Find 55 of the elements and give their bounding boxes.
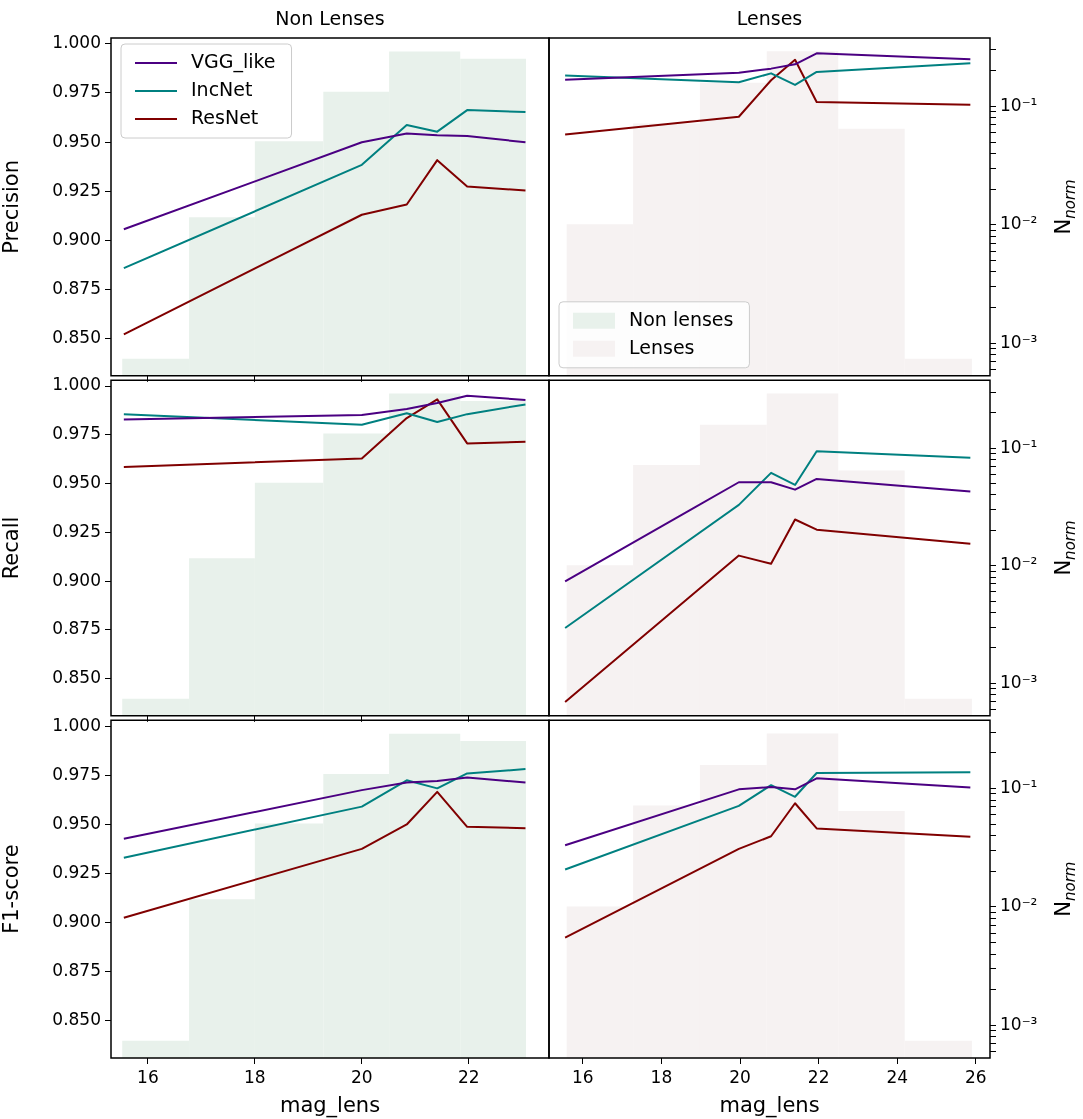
y2-tick-label: 10⁻¹ [1000, 776, 1038, 797]
y2-axis-title: Nnorm [1051, 179, 1080, 235]
y-tick-label: 0.975 [52, 423, 101, 444]
x-tick-label: 22 [457, 1066, 480, 1087]
legend-label: IncNet [191, 77, 253, 100]
y2-axis-title: Nnorm [1051, 861, 1080, 917]
y2-tick-label: 10⁻¹ [1000, 436, 1038, 457]
y-tick-label: 0.850 [52, 667, 101, 688]
y-tick-label: 0.925 [52, 861, 101, 882]
y2-tick-label: 10⁻³ [1000, 671, 1038, 692]
y-tick-label: 1.000 [52, 374, 101, 395]
x-tick-label: 22 [807, 1066, 830, 1087]
x-tick-label: 20 [729, 1066, 751, 1087]
y-tick-label: 0.975 [52, 81, 101, 102]
y-tick-label: 0.900 [52, 569, 101, 590]
legend-label: Lenses [629, 335, 695, 358]
x-tick-label: 18 [650, 1066, 673, 1087]
x-tick-label: 16 [137, 1066, 159, 1087]
y2-tick-label: 10⁻² [1000, 213, 1038, 234]
y-tick-label: 0.950 [52, 472, 101, 493]
y2-tick-label: 10⁻³ [1000, 1013, 1038, 1034]
y2-tick-label: 10⁻³ [1000, 331, 1038, 352]
y-tick-label: 1.000 [52, 32, 101, 53]
y-tick-label: 1.000 [52, 714, 101, 735]
x-axis-title: mag_lens [719, 1092, 820, 1118]
y-tick-label: 0.900 [52, 910, 101, 931]
chart-title: Non Lenses [275, 7, 385, 30]
y-tick-label: 0.900 [52, 228, 101, 249]
x-axis-title: mag_lens [279, 1092, 381, 1118]
y-tick-label: 0.950 [52, 130, 101, 151]
legend-label: VGG_like [191, 49, 276, 73]
y-tick-label: 0.875 [52, 960, 101, 981]
y-tick-label: 0.875 [52, 618, 101, 639]
text: Non lenses [629, 307, 734, 330]
x-tick-label: 18 [244, 1066, 266, 1087]
chart-title: Lenses [736, 7, 803, 30]
y-tick-label: 0.925 [52, 520, 101, 541]
y2-tick-label: 10⁻² [1000, 895, 1038, 916]
x-tick-label: 26 [965, 1066, 987, 1087]
y-tick-label: 0.950 [52, 812, 101, 833]
y-tick-label: 0.850 [52, 1009, 101, 1030]
x-tick-label: 24 [886, 1066, 909, 1087]
x-tick-label: 16 [571, 1066, 594, 1087]
y2-axis-title: Nnorm [1051, 520, 1080, 576]
y-tick-label: 0.875 [52, 277, 101, 298]
legend-label: ResNet [191, 105, 259, 128]
x-tick-label: 20 [351, 1066, 373, 1087]
y-axis-title: Precision [0, 160, 24, 254]
y-tick-label: 0.975 [52, 763, 101, 784]
y-axis-title: Recall [0, 516, 24, 580]
y2-tick-label: 10⁻¹ [1000, 94, 1038, 115]
y-tick-label: 0.850 [52, 326, 101, 347]
y-tick-label: 0.925 [52, 179, 101, 200]
y-axis-title: F1-score [0, 844, 24, 934]
y2-tick-label: 10⁻² [1000, 554, 1038, 575]
